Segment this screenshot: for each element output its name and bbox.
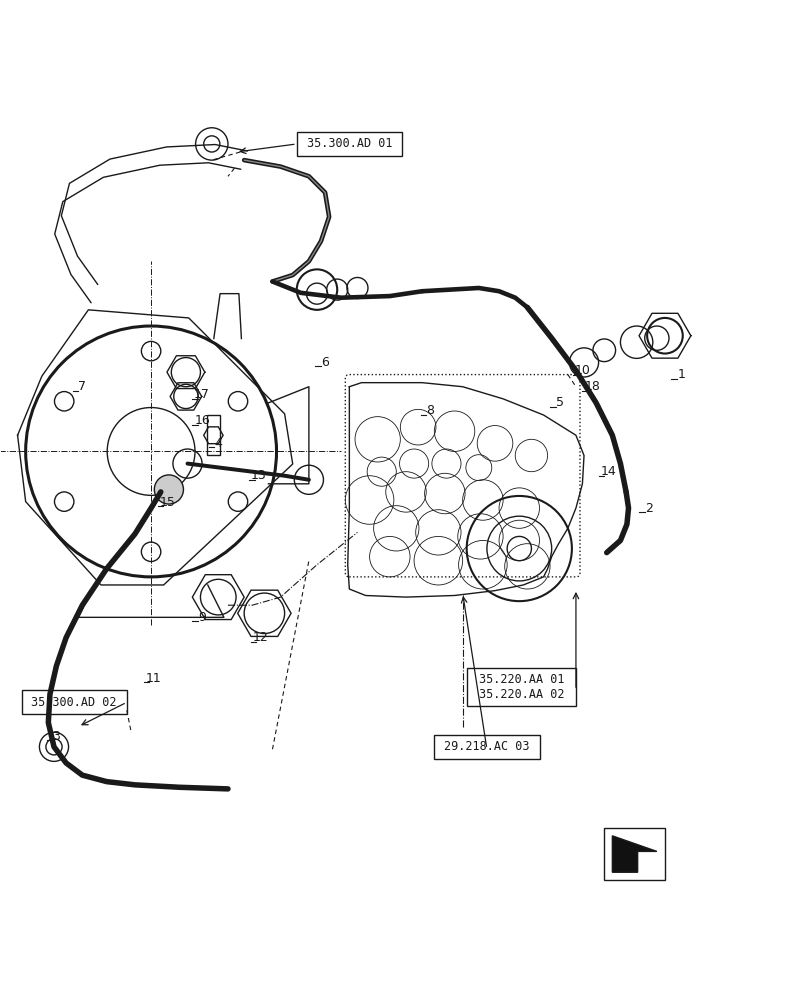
Text: 1: 1 xyxy=(676,368,684,381)
Text: 6: 6 xyxy=(320,356,328,369)
Text: 15: 15 xyxy=(159,496,175,509)
Text: 14: 14 xyxy=(599,465,616,478)
Text: 29.218.AC 03: 29.218.AC 03 xyxy=(444,740,529,753)
Text: 3: 3 xyxy=(53,730,60,743)
Text: 12: 12 xyxy=(252,631,268,644)
Text: 11: 11 xyxy=(145,672,161,685)
Bar xyxy=(603,828,664,880)
Text: 17: 17 xyxy=(194,388,210,401)
Text: 13: 13 xyxy=(251,469,266,482)
Text: 9: 9 xyxy=(198,611,206,624)
Bar xyxy=(466,668,575,706)
Bar xyxy=(434,735,539,759)
Text: 18: 18 xyxy=(583,380,599,393)
Text: 7: 7 xyxy=(78,380,86,393)
Text: 35.220.AA 01
35.220.AA 02: 35.220.AA 01 35.220.AA 02 xyxy=(478,673,564,701)
Bar xyxy=(207,415,220,455)
Text: 5: 5 xyxy=(555,396,563,409)
Bar xyxy=(296,132,401,156)
Text: 8: 8 xyxy=(426,404,434,417)
Text: 2: 2 xyxy=(644,502,652,515)
Text: 35.300.AD 01: 35.300.AD 01 xyxy=(307,137,392,150)
Text: 4: 4 xyxy=(214,437,222,450)
Text: 16: 16 xyxy=(194,414,210,427)
Text: 35.300.AD 02: 35.300.AD 02 xyxy=(32,696,117,709)
Bar xyxy=(22,690,127,714)
Polygon shape xyxy=(611,836,656,872)
Text: 10: 10 xyxy=(573,364,590,377)
Circle shape xyxy=(154,475,183,504)
